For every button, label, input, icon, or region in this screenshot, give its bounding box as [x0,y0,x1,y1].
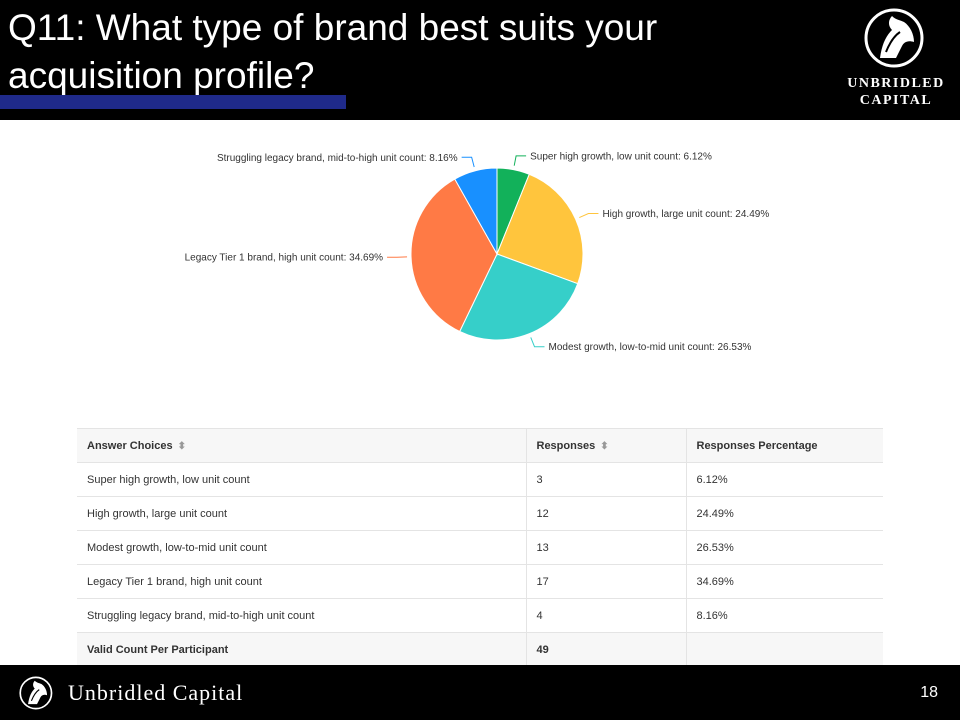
answer-choice-cell: Modest growth, low-to-mid unit count [77,530,526,565]
sort-icon[interactable]: ⬍ [177,440,186,452]
responses-table: Answer Choices ⬍ Responses ⬍ Responses Per… [77,428,883,667]
total-value-cell: 49 [525,632,686,667]
slide-title: Q11: What type of brand best suits your … [8,4,768,100]
percentage-cell: 8.16% [685,598,883,633]
company-logo: UNBRIDLED CAPITAL [840,6,952,110]
header-responses-percentage: Responses Percentage [685,428,883,463]
table-row: Modest growth, low-to-mid unit count 13 … [77,530,883,565]
header-responses[interactable]: Responses ⬍ [525,428,686,463]
responses-cell: 12 [525,496,686,531]
sort-icon[interactable]: ⬍ [600,440,609,452]
pie-slice-label: High growth, large unit count: 24.49% [602,209,769,220]
pie-slice[interactable] [454,167,498,256]
pie-slice-label: Super high growth, low unit count: 6.12% [530,151,712,162]
logo-text-line-1: UNBRIDLED [847,76,945,91]
pie-leader-line [513,155,527,166]
total-empty-cell [685,632,883,667]
footer-company-name: Unbridled Capital [68,680,244,705]
logo-text-line-2: CAPITAL [859,93,933,108]
slide-header: Q11: What type of brand best suits your … [0,0,960,120]
table-row: Struggling legacy brand, mid-to-high uni… [77,598,883,633]
pie-chart-svg: Super high growth, low unit count: 6.12%… [185,151,770,353]
total-label-cell: Valid Count Per Participant [77,632,526,667]
header-answer-choices[interactable]: Answer Choices ⬍ [77,428,526,463]
horse-head-icon [19,676,53,710]
answer-choice-cell: Struggling legacy brand, mid-to-high uni… [77,598,526,633]
answer-choice-cell: Super high growth, low unit count [77,462,526,497]
title-line-1: Q11: What type of brand best suits your [8,7,658,48]
responses-cell: 17 [525,564,686,599]
page-number: 18 [920,684,938,701]
percentage-cell: 6.12% [685,462,883,497]
responses-cell: 3 [525,462,686,497]
pie-slice-label: Legacy Tier 1 brand, high unit count: 34… [185,253,384,264]
pie-slice[interactable] [496,173,584,285]
pie-slice[interactable] [459,253,579,341]
title-underline-bar [0,95,346,109]
percentage-cell: 24.49% [685,496,883,531]
pie-chart: Super high growth, low unit count: 6.12%… [160,140,820,360]
table-row: Legacy Tier 1 brand, high unit count 17 … [77,564,883,599]
pie-slice-label: Modest growth, low-to-mid unit count: 26… [549,342,752,353]
pie-leader-line [461,156,475,168]
table-row: Super high growth, low unit count 3 6.12… [77,462,883,497]
percentage-cell: 26.53% [685,530,883,565]
answer-choice-cell: High growth, large unit count [77,496,526,531]
horse-head-icon [864,8,924,68]
percentage-cell: 34.69% [685,564,883,599]
responses-cell: 4 [525,598,686,633]
table-row: High growth, large unit count 12 24.49% [77,496,883,531]
title-line-2: acquisition profile? [8,55,315,96]
table-header-row: Answer Choices ⬍ Responses ⬍ Responses Per… [77,428,883,463]
table-total-row: Valid Count Per Participant 49 [77,632,883,667]
answer-choice-cell: Legacy Tier 1 brand, high unit count [77,564,526,599]
slide-footer: Unbridled Capital 18 [0,665,960,720]
responses-cell: 13 [525,530,686,565]
pie-slice[interactable] [410,178,498,333]
pie-leader-line [530,337,545,348]
pie-slice-label: Struggling legacy brand, mid-to-high uni… [217,153,458,164]
pie-leader-line [579,213,599,219]
